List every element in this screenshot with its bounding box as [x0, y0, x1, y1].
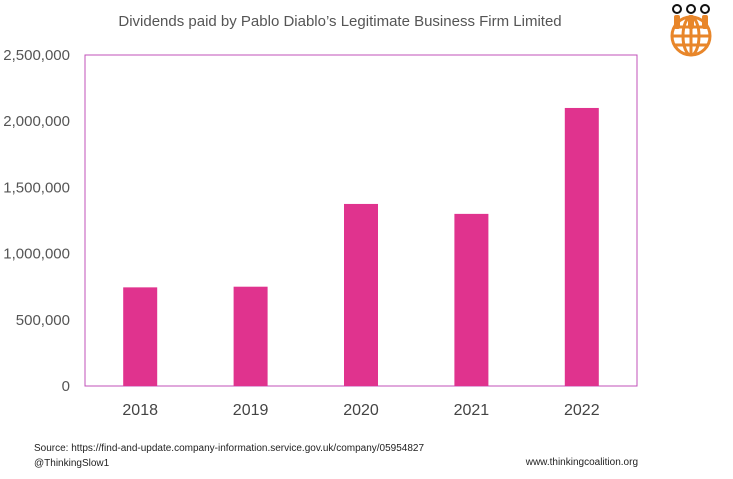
x-axis-ticks: 2018 2019 2020 2021 2022 [122, 402, 599, 419]
bar-2021 [454, 213, 489, 386]
y-tick-label: 0 [62, 378, 70, 395]
x-tick-label: 2022 [564, 402, 600, 419]
globe-people-icon [666, 3, 726, 66]
x-tick-label: 2019 [233, 402, 269, 419]
bar-2019 [233, 286, 268, 386]
bar-2020 [344, 203, 378, 386]
y-tick-label: 1,500,000 [3, 179, 70, 196]
chart-title: Dividends paid by Pablo Diablo’s Legitim… [118, 13, 561, 30]
website-link-text: www.thinkingcoalition.org [525, 457, 638, 468]
y-axis-ticks: 0 500,000 1,000,000 1,500,000 2,000,000 2,500… [3, 47, 70, 395]
y-tick-label: 1,000,000 [3, 246, 70, 263]
bar-2018 [123, 287, 158, 386]
author-handle: @ThinkingSlow1 [34, 458, 110, 469]
x-tick-label: 2020 [343, 402, 379, 419]
bar-series [123, 107, 599, 387]
y-tick-label: 2,000,000 [3, 113, 70, 130]
bar-2022 [564, 107, 599, 387]
source-note: Source: https://find-and-update.company-… [34, 443, 425, 454]
x-tick-label: 2021 [454, 402, 490, 419]
y-tick-label: 2,500,000 [3, 47, 70, 64]
y-tick-label: 500,000 [16, 312, 70, 329]
x-tick-label: 2018 [122, 402, 158, 419]
